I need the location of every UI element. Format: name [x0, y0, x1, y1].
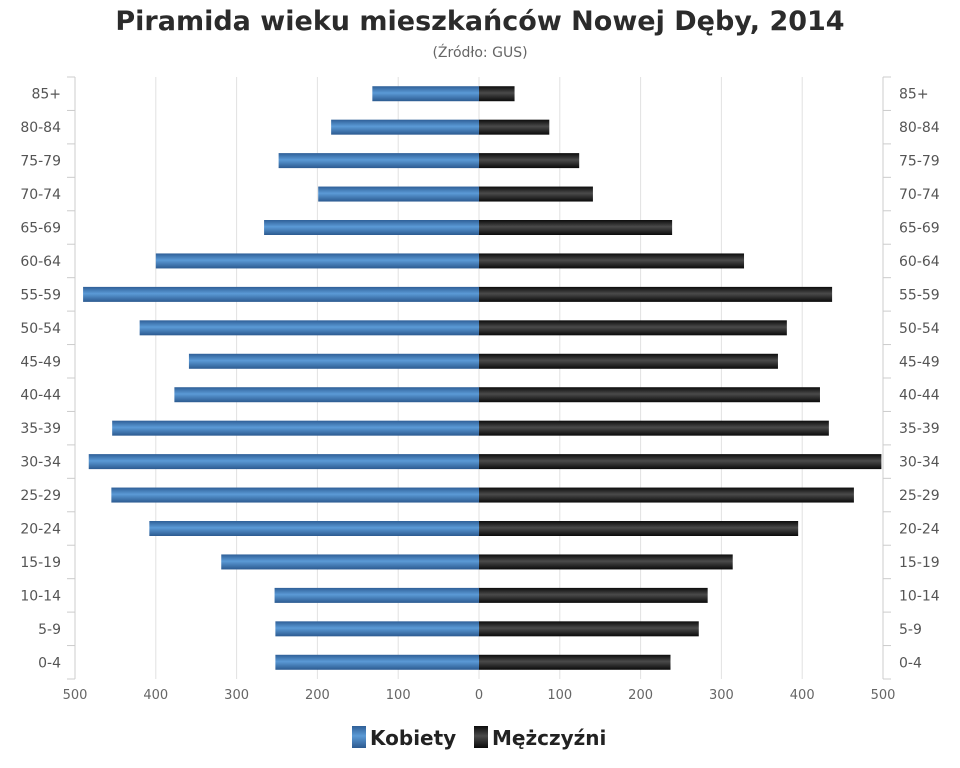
legend-label: Mężczyźni [492, 726, 606, 750]
bar-kobiety [372, 86, 479, 102]
bar-mezczyzni [479, 521, 799, 536]
y-tick-label-left: 80-84 [20, 120, 61, 136]
x-tick-label: 0 [475, 688, 483, 703]
y-tick-label-left: 20-24 [20, 522, 61, 538]
bar-mezczyzni [479, 153, 580, 169]
x-tick-label: 300 [224, 688, 249, 703]
y-tick-label-right: 45-49 [899, 354, 940, 370]
x-tick-label: 200 [305, 688, 330, 703]
bar-mezczyzni [479, 353, 778, 369]
chart-subtitle: (Źródło: GUS) [432, 45, 528, 61]
y-tick-label-right: 35-39 [899, 421, 940, 437]
bar-kobiety [275, 621, 479, 637]
bar-kobiety [264, 220, 479, 235]
y-tick-label-left: 85+ [31, 87, 61, 103]
bar-mezczyzni [479, 186, 593, 202]
y-tick-label-left: 15-19 [20, 555, 61, 571]
y-tick-label-right: 70-74 [899, 187, 940, 203]
x-tick-label: 100 [386, 688, 411, 703]
bar-kobiety [188, 353, 480, 369]
y-tick-label-right: 55-59 [899, 287, 940, 303]
y-tick-label-right: 10-14 [899, 588, 940, 604]
bar-kobiety [275, 654, 479, 670]
bar-mezczyzni [479, 654, 671, 670]
bar-mezczyzni [479, 621, 699, 637]
bar-kobiety [331, 119, 479, 135]
bar-kobiety [174, 387, 479, 403]
y-tick-label-right: 20-24 [899, 522, 940, 538]
bar-kobiety [221, 554, 480, 570]
legend: Kobiety Mężczyźni [352, 726, 606, 750]
bar-mezczyzni [479, 86, 515, 102]
bars [83, 86, 882, 670]
bar-kobiety [139, 320, 479, 336]
bar-mezczyzni [479, 320, 787, 336]
bar-mezczyzni [479, 554, 733, 570]
y-tick-label-right: 25-29 [899, 488, 940, 504]
y-tick-label-left: 40-44 [20, 388, 61, 404]
bar-mezczyzni [479, 387, 820, 403]
bar-kobiety [112, 420, 479, 436]
y-tick-label-left: 35-39 [20, 421, 61, 437]
y-tick-label-right: 50-54 [899, 321, 940, 337]
x-tick-label: 100 [547, 688, 572, 703]
y-tick-label-left: 30-34 [20, 455, 61, 471]
bar-kobiety [149, 521, 479, 536]
y-tick-label-left: 45-49 [20, 354, 61, 370]
x-tick-label: 500 [871, 688, 896, 703]
y-tick-label-left: 10-14 [20, 588, 61, 604]
x-tick-label: 300 [709, 688, 734, 703]
y-tick-label-left: 5-9 [38, 622, 61, 638]
y-tick-label-left: 0-4 [38, 655, 61, 671]
y-tick-label-right: 80-84 [899, 120, 940, 136]
legend-swatch [474, 726, 488, 748]
y-tick-label-left: 60-64 [20, 254, 61, 270]
bar-mezczyzni [479, 119, 550, 135]
bar-mezczyzni [479, 286, 833, 302]
chart-title: Piramida wieku mieszkańców Nowej Dęby, 2… [115, 6, 845, 37]
y-tick-label-left: 75-79 [20, 154, 61, 170]
bar-mezczyzni [479, 420, 829, 436]
bar-kobiety [278, 153, 479, 169]
y-tick-label-left: 55-59 [20, 287, 61, 303]
y-tick-label-right: 75-79 [899, 154, 940, 170]
legend-label: Kobiety [370, 726, 456, 750]
bar-kobiety [318, 186, 479, 202]
legend-item-kobiety[interactable]: Kobiety [352, 726, 456, 750]
legend-item-mezczyzni[interactable]: Mężczyźni [474, 726, 606, 750]
axes: 500 400 300 200 100 0 100 200 300 400 500 85+ 85+ 80-… [20, 76, 940, 703]
bar-mezczyzni [479, 587, 708, 603]
legend-swatch [352, 726, 366, 748]
y-tick-label-left: 50-54 [20, 321, 61, 337]
y-tick-label-right: 85+ [899, 87, 929, 103]
x-tick-label: 400 [790, 688, 815, 703]
x-tick-label: 500 [63, 688, 88, 703]
y-tick-label-left: 70-74 [20, 187, 61, 203]
bar-mezczyzni [479, 487, 854, 503]
y-tick-label-right: 15-19 [899, 555, 940, 571]
y-tick-label-right: 0-4 [899, 655, 922, 671]
bar-kobiety [274, 587, 479, 603]
bar-mezczyzni [479, 220, 673, 235]
y-tick-label-right: 40-44 [899, 388, 940, 404]
x-tick-label: 400 [143, 688, 168, 703]
bar-kobiety [155, 253, 480, 269]
y-tick-label-right: 65-69 [899, 221, 940, 237]
y-tick-label-right: 60-64 [899, 254, 940, 270]
y-tick-label-right: 30-34 [899, 455, 940, 471]
bar-kobiety [88, 454, 480, 470]
y-tick-label-left: 25-29 [20, 488, 61, 504]
bar-mezczyzni [479, 454, 882, 470]
bar-kobiety [83, 286, 479, 302]
y-tick-label-right: 5-9 [899, 622, 922, 638]
bar-kobiety [111, 487, 480, 503]
bar-mezczyzni [479, 253, 745, 269]
x-tick-label: 200 [628, 688, 653, 703]
y-tick-label-left: 65-69 [20, 221, 61, 237]
